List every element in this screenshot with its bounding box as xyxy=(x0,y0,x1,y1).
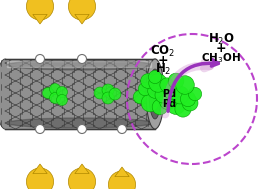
Circle shape xyxy=(152,99,168,115)
Polygon shape xyxy=(33,14,47,24)
Text: H$_2$: H$_2$ xyxy=(155,61,171,77)
Bar xyxy=(7,61,151,67)
Circle shape xyxy=(163,82,181,100)
Circle shape xyxy=(50,92,61,104)
Circle shape xyxy=(159,92,177,110)
Circle shape xyxy=(94,87,106,99)
Text: Pd: Pd xyxy=(162,99,176,109)
Circle shape xyxy=(117,125,127,133)
Circle shape xyxy=(42,88,53,98)
FancyArrowPatch shape xyxy=(165,63,210,114)
Circle shape xyxy=(68,168,96,189)
Circle shape xyxy=(168,73,184,89)
Circle shape xyxy=(26,0,54,20)
Circle shape xyxy=(102,92,114,104)
Circle shape xyxy=(133,90,147,104)
Circle shape xyxy=(167,96,185,114)
Circle shape xyxy=(160,78,174,92)
Circle shape xyxy=(57,94,68,105)
Polygon shape xyxy=(75,164,89,174)
Circle shape xyxy=(149,74,167,92)
Circle shape xyxy=(35,125,45,133)
Circle shape xyxy=(50,84,61,94)
Polygon shape xyxy=(115,167,129,177)
Bar xyxy=(5,59,155,129)
Circle shape xyxy=(57,87,68,98)
Circle shape xyxy=(175,101,191,117)
Circle shape xyxy=(180,91,196,107)
Ellipse shape xyxy=(0,59,14,129)
Circle shape xyxy=(26,168,54,189)
Circle shape xyxy=(141,74,155,88)
Circle shape xyxy=(182,95,198,111)
Circle shape xyxy=(138,82,152,96)
Ellipse shape xyxy=(7,60,153,70)
Circle shape xyxy=(78,54,86,64)
Circle shape xyxy=(141,94,159,112)
Text: CH$_3$OH: CH$_3$OH xyxy=(201,51,241,65)
Text: +: + xyxy=(158,53,168,67)
Circle shape xyxy=(78,125,86,133)
Ellipse shape xyxy=(146,59,164,129)
Circle shape xyxy=(148,84,162,98)
Ellipse shape xyxy=(7,118,153,128)
Circle shape xyxy=(155,87,171,103)
Text: +: + xyxy=(216,42,226,54)
Circle shape xyxy=(68,0,96,20)
Text: H$_2$O: H$_2$O xyxy=(208,31,234,46)
Circle shape xyxy=(176,76,194,94)
Circle shape xyxy=(171,86,189,104)
Text: CO$_2$: CO$_2$ xyxy=(150,43,176,59)
Circle shape xyxy=(188,87,202,101)
Polygon shape xyxy=(33,164,47,174)
Circle shape xyxy=(102,84,114,96)
Circle shape xyxy=(108,171,136,189)
Ellipse shape xyxy=(149,69,161,119)
Circle shape xyxy=(109,88,121,100)
Text: Pd: Pd xyxy=(162,89,176,99)
Circle shape xyxy=(35,54,45,64)
Polygon shape xyxy=(75,14,89,24)
Circle shape xyxy=(149,70,162,84)
